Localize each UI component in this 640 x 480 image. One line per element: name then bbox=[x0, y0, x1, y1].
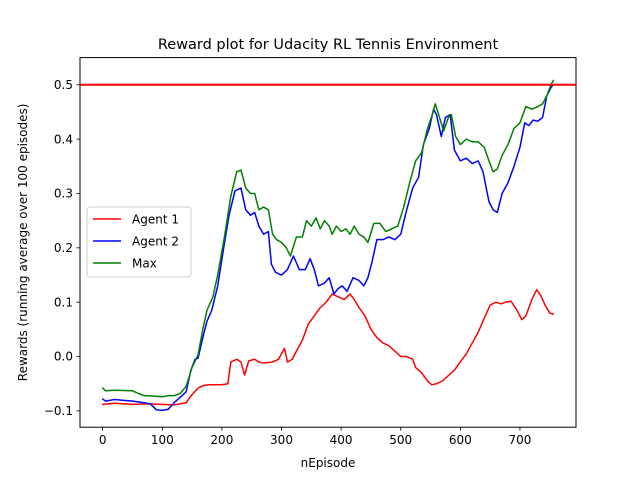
plot-area bbox=[80, 79, 576, 412]
y-axis: −0.1 0.0 0.1 0.2 0.3 0.4 0.5 bbox=[44, 78, 80, 418]
legend-box bbox=[86, 206, 192, 278]
y-tick-label: 0.4 bbox=[54, 132, 73, 146]
y-tick-label: 0.3 bbox=[54, 187, 73, 201]
x-tick-label: 600 bbox=[449, 433, 472, 447]
x-axis: 0 100 200 300 400 500 600 700 bbox=[99, 427, 532, 447]
y-axis-label: Rewards (running average over 100 episod… bbox=[16, 104, 30, 382]
chart-title: Reward plot for Udacity RL Tennis Enviro… bbox=[158, 37, 499, 53]
legend: Agent 1 Agent 2 Max bbox=[86, 206, 192, 278]
x-tick-label: 400 bbox=[330, 433, 353, 447]
x-tick-label: 200 bbox=[210, 433, 233, 447]
y-tick-label: 0.2 bbox=[54, 241, 73, 255]
legend-label-agent-1: Agent 1 bbox=[132, 213, 179, 227]
y-tick-label: −0.1 bbox=[44, 404, 73, 418]
legend-label-max: Max bbox=[132, 257, 157, 271]
x-tick-label: 0 bbox=[99, 433, 107, 447]
y-tick-label: 0.1 bbox=[54, 295, 73, 309]
x-tick-label: 100 bbox=[151, 433, 174, 447]
series-line-max bbox=[101, 79, 555, 398]
x-tick-label: 500 bbox=[389, 433, 412, 447]
x-tick-label: 700 bbox=[509, 433, 532, 447]
y-tick-label: 0.0 bbox=[54, 350, 73, 364]
legend-label-agent-2: Agent 2 bbox=[132, 235, 179, 249]
x-axis-label: nEpisode bbox=[301, 456, 356, 470]
y-tick-label: 0.5 bbox=[54, 78, 73, 92]
plot-frame bbox=[79, 57, 577, 428]
series-line-agent-1 bbox=[101, 288, 555, 406]
x-tick-label: 300 bbox=[270, 433, 293, 447]
